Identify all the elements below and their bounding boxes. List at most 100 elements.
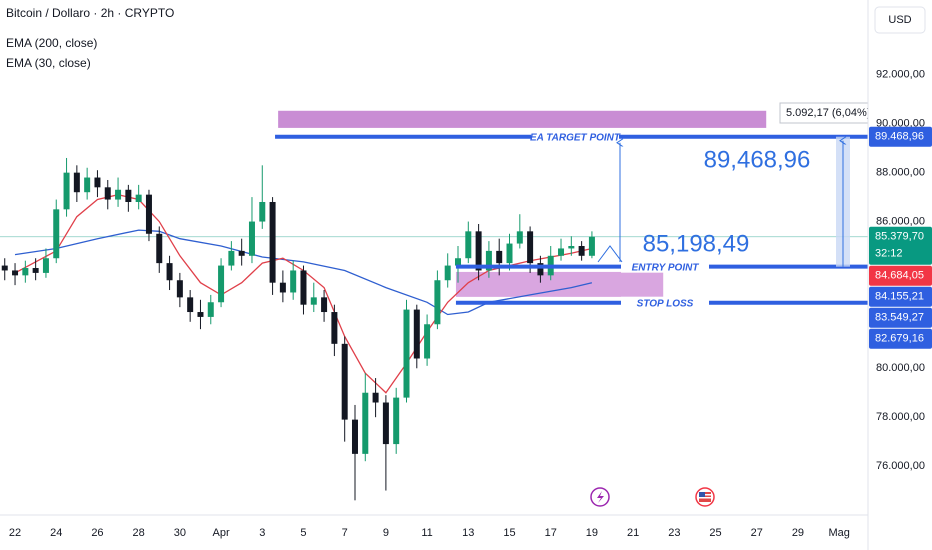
zone <box>455 271 664 297</box>
candle-body <box>238 250 245 256</box>
x-tick-label: 28 <box>133 527 145 539</box>
x-tick-label: 25 <box>709 527 721 539</box>
candle-body <box>63 172 70 210</box>
y-tick-label: 76.000,00 <box>876 460 925 472</box>
candle-body <box>73 172 80 193</box>
price-tag <box>869 328 932 349</box>
candle-body <box>578 246 585 256</box>
candle-body <box>1 265 8 271</box>
zigzag <box>597 245 623 263</box>
time-axis-panel <box>0 515 868 550</box>
level-label-bg <box>621 296 709 309</box>
x-tick-label: 27 <box>751 527 763 539</box>
x-tick-label: 30 <box>174 527 186 539</box>
x-tick-label: 24 <box>50 527 62 539</box>
price-tag <box>869 286 932 307</box>
annotation: 85,198,49 <box>643 230 750 257</box>
candle-body <box>475 231 482 271</box>
price-tag-label: 83.549,27 <box>875 312 924 324</box>
candle-body <box>455 258 462 266</box>
price-tag-label: 84.684,05 <box>875 270 924 282</box>
y-tick-label: 92.000,00 <box>876 69 925 81</box>
candle-body <box>218 265 225 303</box>
price-tag-label: 84.155,21 <box>875 291 924 303</box>
candle-body <box>279 282 286 293</box>
flag-icon[interactable] <box>695 487 715 507</box>
candle-body <box>53 209 60 259</box>
candle-body <box>259 201 266 222</box>
candle-body <box>290 270 297 293</box>
candle-body <box>176 280 183 298</box>
x-tick-label: Mag <box>828 527 849 539</box>
level-label: EA TARGET POINT <box>530 132 621 143</box>
indicator-label: EMA (30, close) <box>6 56 91 70</box>
x-tick-label: 11 <box>421 527 432 539</box>
candle-body <box>125 189 132 202</box>
candle-body <box>537 263 544 276</box>
level-label-bg <box>531 130 619 143</box>
candle-body <box>341 343 348 420</box>
candle-body <box>32 268 39 273</box>
candle-body <box>516 231 523 244</box>
x-tick-label: Apr <box>213 527 230 539</box>
price-tag <box>869 265 932 286</box>
y-tick-label: 78.000,00 <box>876 411 925 423</box>
candle-body <box>94 177 101 188</box>
candle-body <box>351 419 358 454</box>
measure-label: 5.092,17 (6,04%) 509 <box>786 107 892 119</box>
x-tick-label: 23 <box>668 527 680 539</box>
candle-body <box>424 324 431 359</box>
candle-body <box>434 280 441 325</box>
x-tick-label: 7 <box>342 527 348 539</box>
x-tick-label: 26 <box>91 527 103 539</box>
lightning-icon[interactable] <box>590 487 610 507</box>
y-tick-label: 90.000,00 <box>876 118 925 130</box>
y-tick-label: 88.000,00 <box>876 167 925 179</box>
x-tick-label: 17 <box>545 527 557 539</box>
currency[interactable]: USD <box>888 14 911 26</box>
candle-body <box>372 392 379 403</box>
price-tag <box>869 307 932 328</box>
candle-body <box>362 392 369 454</box>
x-tick-label: 29 <box>792 527 804 539</box>
candle-body <box>269 201 276 283</box>
annotation: 89,468,96 <box>704 146 811 173</box>
candle-body <box>248 221 255 256</box>
x-tick-label: 19 <box>586 527 598 539</box>
y-tick-label: 80.000,00 <box>876 362 925 374</box>
candle-body <box>496 250 503 264</box>
x-tick-label: 22 <box>9 527 21 539</box>
candle-body <box>588 236 595 256</box>
candle-body <box>300 270 307 305</box>
candle-body <box>382 402 389 445</box>
candle-body <box>187 297 194 313</box>
currency-button[interactable] <box>874 6 926 34</box>
candle-body <box>413 309 420 359</box>
candle-body <box>558 248 565 256</box>
candle-body <box>228 250 235 266</box>
candle-body <box>135 194 142 202</box>
candle-body <box>527 231 534 264</box>
candle-body <box>403 309 410 398</box>
indicator-label: EMA (200, close) <box>6 36 97 50</box>
candle-body <box>12 270 19 276</box>
candle-body <box>465 231 472 259</box>
price-tag <box>869 126 932 147</box>
candle-body <box>22 268 29 276</box>
x-tick-label: 13 <box>462 527 474 539</box>
chart-title: Bitcoin / Dollaro · 2h · CRYPTO <box>6 6 174 20</box>
candle-body <box>156 233 163 264</box>
price-tag-label: 82.679,16 <box>875 333 924 345</box>
candle-body <box>444 265 451 281</box>
candle-body <box>310 297 317 305</box>
x-tick-label: 5 <box>300 527 306 539</box>
candle-body <box>115 189 122 200</box>
candle-body <box>145 194 152 234</box>
x-tick-label: 9 <box>383 527 389 539</box>
zone <box>278 110 767 128</box>
candle-body <box>485 250 492 271</box>
price-tag-label: 85.379,70 <box>875 231 924 243</box>
candle-body <box>104 187 111 200</box>
candle-body <box>568 246 575 249</box>
